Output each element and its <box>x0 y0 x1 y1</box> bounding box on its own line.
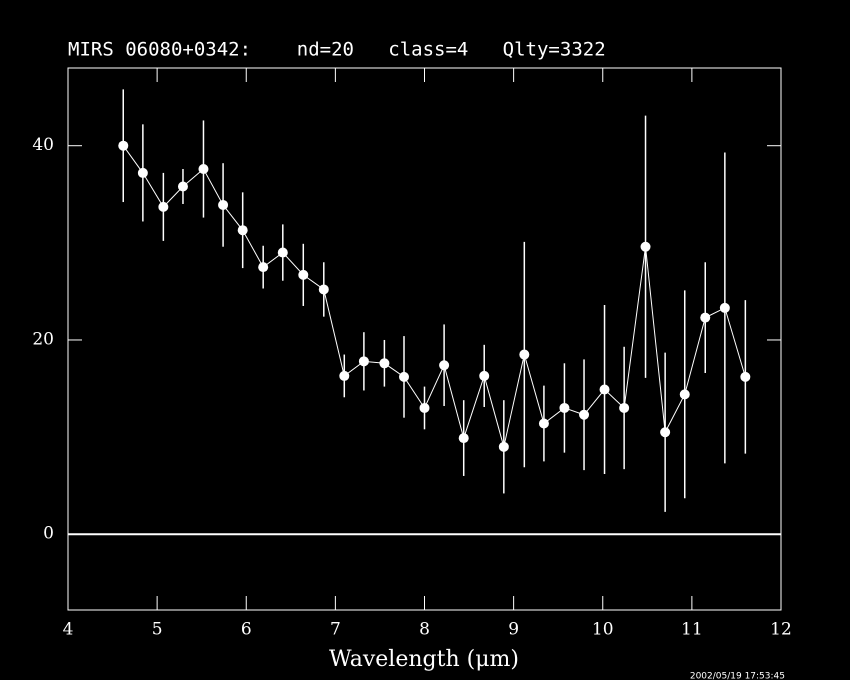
data-point <box>479 370 490 381</box>
x-tick-label: 4 <box>63 620 74 640</box>
data-point <box>498 441 509 452</box>
plot-frame <box>67 67 782 611</box>
x-tick-label: 8 <box>419 620 430 640</box>
data-point <box>719 302 730 313</box>
data-point <box>277 247 288 258</box>
data-point <box>559 402 570 413</box>
x-tick-label: 11 <box>681 620 703 640</box>
x-tick-label: 9 <box>508 620 519 640</box>
y-tick-label: 0 <box>43 524 54 544</box>
data-point <box>379 358 390 369</box>
x-tick-label: 12 <box>770 620 792 640</box>
timestamp: 2002/05/19 17:53:45 <box>690 672 785 680</box>
y-tick-label: 20 <box>32 329 54 349</box>
x-tick-label: 5 <box>152 620 163 640</box>
data-point <box>339 370 350 381</box>
data-point <box>158 201 169 212</box>
x-tick-label: 10 <box>592 620 614 640</box>
data-point <box>237 225 248 236</box>
data-point <box>118 140 129 151</box>
data-point <box>599 384 610 395</box>
x-tick-label: 6 <box>241 620 252 640</box>
chart-title: MIRS 06080+0342: nd=20 class=4 Qlty=3322 <box>68 39 606 61</box>
data-point <box>619 402 630 413</box>
data-point <box>679 389 690 400</box>
data-point <box>700 312 711 323</box>
data-point <box>640 241 651 252</box>
x-axis-label: Wavelength (μm) <box>329 647 519 672</box>
data-point <box>660 427 671 438</box>
data-point <box>439 360 450 371</box>
x-tick-label: 7 <box>330 620 341 640</box>
data-point <box>318 284 329 295</box>
data-point <box>579 409 590 420</box>
data-point <box>258 262 269 273</box>
data-point <box>399 371 410 382</box>
y-tick-label: 40 <box>32 135 54 155</box>
data-point <box>458 433 469 444</box>
data-point <box>538 418 549 429</box>
data-point <box>740 371 751 382</box>
data-point <box>137 167 148 178</box>
data-point <box>419 402 430 413</box>
data-point <box>358 356 369 367</box>
data-line <box>122 145 746 447</box>
data-point <box>177 181 188 192</box>
data-point <box>519 349 530 360</box>
data-point <box>298 269 309 280</box>
data-point <box>218 199 229 210</box>
data-point <box>198 164 209 175</box>
